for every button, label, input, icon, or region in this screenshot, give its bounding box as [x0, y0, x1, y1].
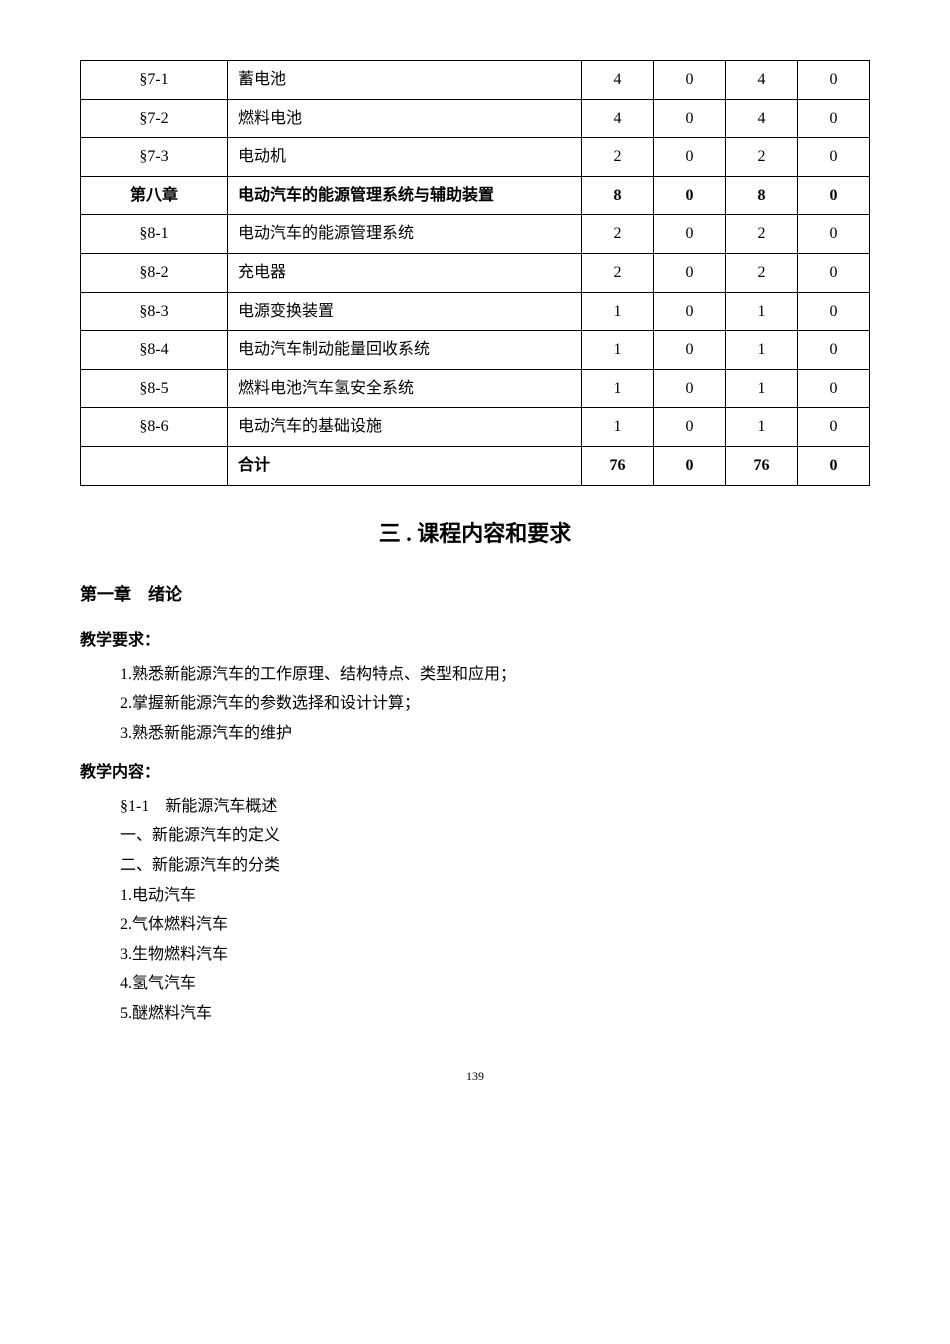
table-cell: 1	[582, 408, 654, 447]
table-cell: 2	[726, 253, 798, 292]
table-cell: 电动汽车的能源管理系统	[228, 215, 582, 254]
teaching-content-heading: 教学内容：	[80, 760, 870, 786]
list-item: 2.气体燃料汽车	[120, 912, 870, 938]
table-cell: 1	[582, 369, 654, 408]
table-cell: 1	[726, 292, 798, 331]
table-cell: 1	[582, 292, 654, 331]
table-cell: 蓄电池	[228, 61, 582, 100]
table-cell: 燃料电池	[228, 99, 582, 138]
table-cell: 0	[654, 61, 726, 100]
teaching-content-list: §1-1 新能源汽车概述一、新能源汽车的定义二、新能源汽车的分类 1.电动汽车 2.…	[80, 794, 870, 1027]
table-cell: §7-2	[81, 99, 228, 138]
table-cell: 0	[654, 446, 726, 485]
table-row: §8-1电动汽车的能源管理系统2020	[81, 215, 870, 254]
table-cell: 0	[798, 408, 870, 447]
table-cell: 0	[798, 99, 870, 138]
table-row: 第八章电动汽车的能源管理系统与辅助装置8080	[81, 176, 870, 215]
course-hours-table: §7-1蓄电池4040§7-2燃料电池4040§7-3电动机2020第八章电动汽…	[80, 60, 870, 486]
table-cell: 4	[582, 99, 654, 138]
list-item: 1.电动汽车	[120, 883, 870, 909]
table-row: 合计760760	[81, 446, 870, 485]
table-cell: 0	[798, 253, 870, 292]
chapter-heading: 第一章 绪论	[80, 581, 870, 608]
table-cell: 0	[654, 292, 726, 331]
table-cell: §7-3	[81, 138, 228, 177]
table-cell: 电动汽车制动能量回收系统	[228, 331, 582, 370]
table-cell: 2	[582, 253, 654, 292]
table-cell: 电动机	[228, 138, 582, 177]
table-cell: 第八章	[81, 176, 228, 215]
list-item: 4.氢气汽车	[120, 971, 870, 997]
table-cell: 电动汽车的基础设施	[228, 408, 582, 447]
list-item: 一、新能源汽车的定义	[120, 823, 870, 849]
table-cell: 0	[798, 215, 870, 254]
table-cell: 电动汽车的能源管理系统与辅助装置	[228, 176, 582, 215]
list-item: 2.掌握新能源汽车的参数选择和设计计算；	[120, 691, 870, 717]
table-cell: 电源变换装置	[228, 292, 582, 331]
list-item: §1-1 新能源汽车概述	[120, 794, 870, 820]
table-cell: §8-6	[81, 408, 228, 447]
list-item: 3.熟悉新能源汽车的维护	[120, 721, 870, 747]
teaching-requirements-heading: 教学要求：	[80, 628, 870, 654]
table-cell: 76	[726, 446, 798, 485]
table-cell: 4	[582, 61, 654, 100]
table-cell: 2	[582, 215, 654, 254]
table-cell: §7-1	[81, 61, 228, 100]
table-cell: 0	[654, 253, 726, 292]
table-cell: §8-1	[81, 215, 228, 254]
table-cell: 2	[726, 215, 798, 254]
table-cell: 合计	[228, 446, 582, 485]
table-cell: 0	[654, 408, 726, 447]
table-cell: 8	[726, 176, 798, 215]
table-cell: §8-4	[81, 331, 228, 370]
table-cell: §8-5	[81, 369, 228, 408]
table-row: §8-4电动汽车制动能量回收系统1010	[81, 331, 870, 370]
teaching-requirements-list: 1.熟悉新能源汽车的工作原理、结构特点、类型和应用； 2.掌握新能源汽车的参数选择…	[80, 662, 870, 747]
page-number: 139	[80, 1067, 870, 1086]
table-cell: 0	[798, 446, 870, 485]
list-item: 3.生物燃料汽车	[120, 942, 870, 968]
table-cell: 4	[726, 99, 798, 138]
table-cell: 1	[726, 331, 798, 370]
table-cell: §8-3	[81, 292, 228, 331]
table-cell: 0	[798, 61, 870, 100]
table-cell	[81, 446, 228, 485]
list-item: 1.熟悉新能源汽车的工作原理、结构特点、类型和应用；	[120, 662, 870, 688]
table-row: §8-3电源变换装置1010	[81, 292, 870, 331]
list-item: 二、新能源汽车的分类	[120, 853, 870, 879]
list-item: 5.醚燃料汽车	[120, 1001, 870, 1027]
table-cell: §8-2	[81, 253, 228, 292]
table-cell: 0	[798, 292, 870, 331]
table-row: §7-3电动机2020	[81, 138, 870, 177]
table-cell: 0	[798, 331, 870, 370]
table-cell: 8	[582, 176, 654, 215]
table-cell: 0	[798, 369, 870, 408]
table-cell: 0	[654, 99, 726, 138]
table-cell: 76	[582, 446, 654, 485]
table-cell: 充电器	[228, 253, 582, 292]
table-cell: 2	[726, 138, 798, 177]
table-cell: 0	[654, 331, 726, 370]
table-cell: 0	[654, 369, 726, 408]
table-cell: 1	[726, 408, 798, 447]
table-cell: 1	[726, 369, 798, 408]
table-cell: 0	[654, 138, 726, 177]
table-cell: 4	[726, 61, 798, 100]
table-cell: 2	[582, 138, 654, 177]
table-row: §8-6电动汽车的基础设施1010	[81, 408, 870, 447]
table-cell: 0	[798, 176, 870, 215]
table-cell: 燃料电池汽车氢安全系统	[228, 369, 582, 408]
table-row: §7-2燃料电池4040	[81, 99, 870, 138]
table-cell: 0	[654, 215, 726, 254]
table-row: §8-2充电器2020	[81, 253, 870, 292]
table-cell: 0	[798, 138, 870, 177]
main-section-heading: 三 . 课程内容和要求	[80, 516, 870, 551]
table-cell: 0	[654, 176, 726, 215]
table-cell: 1	[582, 331, 654, 370]
table-row: §7-1蓄电池4040	[81, 61, 870, 100]
table-row: §8-5燃料电池汽车氢安全系统1010	[81, 369, 870, 408]
